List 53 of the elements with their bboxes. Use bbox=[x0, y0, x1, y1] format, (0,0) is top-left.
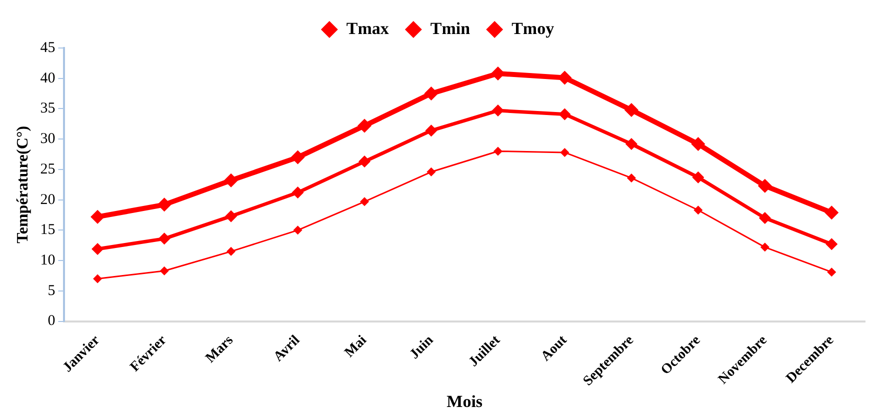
point bbox=[358, 156, 370, 168]
point bbox=[160, 266, 169, 276]
y-tick-label: 0 bbox=[48, 313, 56, 330]
point bbox=[360, 197, 369, 206]
point bbox=[625, 138, 638, 150]
point bbox=[224, 173, 238, 188]
y-tick-label: 45 bbox=[40, 40, 56, 56]
point bbox=[492, 104, 504, 117]
point bbox=[424, 86, 438, 101]
y-tick-label: 40 bbox=[40, 70, 56, 86]
point bbox=[92, 243, 104, 255]
point bbox=[292, 186, 304, 199]
legend-label: Tmoy bbox=[512, 18, 555, 38]
y-tick-label: 5 bbox=[48, 282, 56, 299]
point bbox=[490, 66, 505, 81]
point bbox=[824, 206, 839, 220]
y-tick-label: 35 bbox=[40, 100, 56, 117]
point bbox=[694, 206, 703, 215]
point bbox=[558, 70, 572, 85]
y-tick-label: 30 bbox=[40, 131, 56, 148]
point bbox=[558, 108, 571, 120]
point bbox=[90, 210, 105, 224]
point bbox=[624, 102, 638, 117]
point bbox=[826, 238, 838, 250]
point bbox=[560, 148, 570, 157]
legend-label: Tmin bbox=[430, 18, 471, 38]
legend-label: Tmax bbox=[346, 18, 390, 38]
point bbox=[758, 212, 771, 224]
y-tick-label: 25 bbox=[40, 161, 56, 178]
x-axis-title: Mois bbox=[446, 392, 483, 412]
point bbox=[225, 210, 238, 222]
point bbox=[358, 118, 372, 133]
point bbox=[626, 173, 636, 182]
point bbox=[493, 146, 502, 156]
point bbox=[425, 124, 438, 137]
point bbox=[827, 268, 836, 277]
point bbox=[758, 178, 772, 193]
point bbox=[93, 274, 102, 284]
x-tick-label: Mai bbox=[342, 332, 370, 361]
point bbox=[226, 246, 236, 256]
point bbox=[157, 198, 172, 212]
y-axis-title: Température(C°) bbox=[14, 126, 32, 244]
point bbox=[293, 226, 302, 235]
y-tick-label: 20 bbox=[40, 192, 56, 208]
y-tick-label: 15 bbox=[40, 222, 56, 238]
point bbox=[692, 171, 704, 184]
x-tick-label: Juin bbox=[407, 332, 437, 362]
y-tick-label: 10 bbox=[40, 252, 56, 268]
point bbox=[290, 150, 305, 164]
point bbox=[426, 167, 436, 176]
point bbox=[691, 136, 706, 151]
point bbox=[760, 242, 770, 252]
point bbox=[158, 232, 170, 245]
